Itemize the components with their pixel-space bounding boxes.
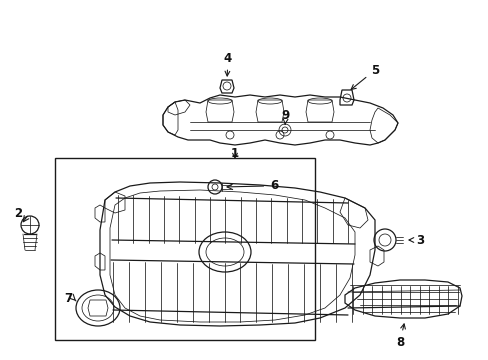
Text: 6: 6 [269, 179, 278, 192]
Text: 7: 7 [64, 292, 72, 305]
Text: 9: 9 [281, 108, 289, 125]
Text: 4: 4 [224, 51, 232, 76]
Text: 2: 2 [14, 207, 22, 220]
Text: 1: 1 [230, 147, 239, 159]
Text: 5: 5 [350, 63, 378, 90]
Text: 3: 3 [408, 234, 423, 247]
Text: 8: 8 [395, 324, 405, 348]
